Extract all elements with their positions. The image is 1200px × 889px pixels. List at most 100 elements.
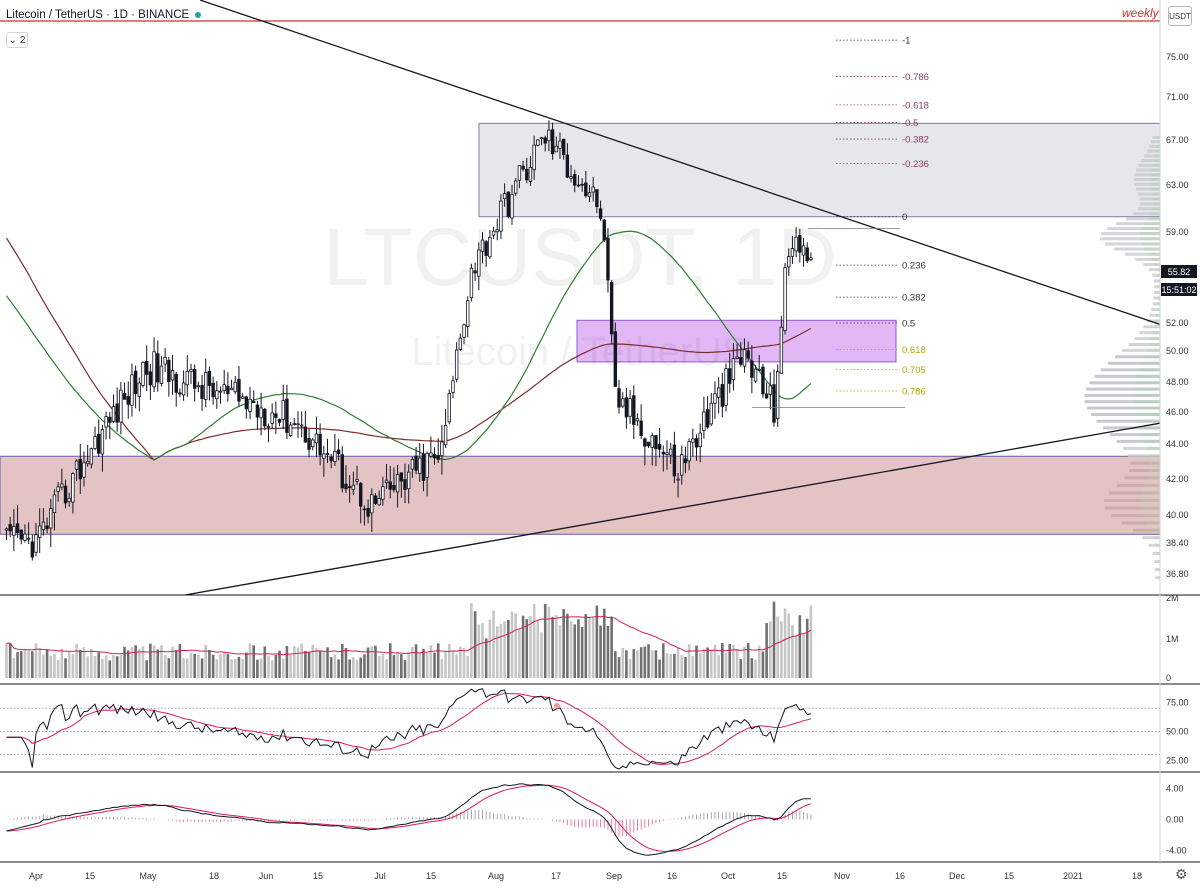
candle-body[interactable] bbox=[30, 541, 35, 558]
candle-body[interactable] bbox=[598, 208, 603, 219]
volume-bar[interactable] bbox=[403, 660, 407, 678]
candle-body[interactable] bbox=[152, 351, 156, 388]
volume-bar[interactable] bbox=[477, 624, 481, 678]
candle-body[interactable] bbox=[617, 388, 621, 408]
candle-body[interactable] bbox=[314, 433, 319, 444]
candle-body[interactable] bbox=[329, 456, 333, 462]
candle-body[interactable] bbox=[488, 237, 492, 258]
volume-bar[interactable] bbox=[547, 606, 551, 678]
volume-bar[interactable] bbox=[163, 655, 167, 678]
volume-bar[interactable] bbox=[473, 611, 477, 678]
candle-body[interactable] bbox=[436, 455, 440, 460]
candle-body[interactable] bbox=[156, 353, 160, 383]
volume-bar[interactable] bbox=[459, 646, 462, 678]
volume-bar[interactable] bbox=[278, 650, 281, 678]
candle-body[interactable] bbox=[26, 537, 31, 540]
volume-bar[interactable] bbox=[322, 650, 326, 678]
volume-bar[interactable] bbox=[337, 659, 340, 678]
volume-bar[interactable] bbox=[488, 619, 492, 678]
candle-body[interactable] bbox=[222, 384, 226, 392]
volume-bar[interactable] bbox=[525, 619, 529, 678]
volume-bar[interactable] bbox=[174, 650, 178, 678]
candle-body[interactable] bbox=[45, 525, 49, 530]
candle-body[interactable] bbox=[130, 374, 134, 406]
volume-bar[interactable] bbox=[772, 601, 776, 678]
volume-bar[interactable] bbox=[536, 619, 540, 678]
candle-body[interactable] bbox=[425, 452, 429, 478]
candle-body[interactable] bbox=[189, 369, 193, 372]
volume-bar[interactable] bbox=[440, 658, 444, 678]
volume-bar[interactable] bbox=[647, 644, 650, 678]
volume-bar[interactable] bbox=[12, 658, 16, 678]
candle-body[interactable] bbox=[4, 528, 9, 531]
volume-bar[interactable] bbox=[798, 615, 802, 678]
volume-bar[interactable] bbox=[304, 650, 307, 678]
candle-body[interactable] bbox=[580, 183, 584, 186]
volume-bar[interactable] bbox=[78, 649, 82, 678]
candle-body[interactable] bbox=[263, 408, 267, 427]
macd-line[interactable] bbox=[6, 783, 811, 856]
volume-bar[interactable] bbox=[104, 655, 108, 678]
volume-bar[interactable] bbox=[470, 603, 473, 678]
candle-body[interactable] bbox=[491, 230, 496, 236]
volume-bar[interactable] bbox=[757, 645, 761, 678]
candle-body[interactable] bbox=[192, 368, 197, 389]
candle-body[interactable] bbox=[370, 493, 374, 514]
volume-bar[interactable] bbox=[352, 657, 355, 678]
volume-bar[interactable] bbox=[628, 658, 632, 678]
volume-bar[interactable] bbox=[543, 603, 547, 678]
volume-bar[interactable] bbox=[145, 660, 148, 678]
volume-bar[interactable] bbox=[237, 656, 241, 678]
volume-bar[interactable] bbox=[429, 645, 433, 678]
volume-bar[interactable] bbox=[388, 643, 392, 678]
candle-body[interactable] bbox=[207, 370, 212, 386]
candle-body[interactable] bbox=[643, 438, 647, 447]
volume-bar[interactable] bbox=[370, 646, 374, 678]
time-axis[interactable]: Apr 15 May 18 Jun 15 Jul 15 Aug 17 Sep 16 Oct 15 Nov 16… bbox=[29, 871, 1142, 881]
volume-bar[interactable] bbox=[614, 651, 617, 678]
volume-bar[interactable] bbox=[499, 623, 503, 678]
candle-body[interactable] bbox=[185, 370, 189, 386]
candle-body[interactable] bbox=[318, 433, 322, 456]
candle-body[interactable] bbox=[115, 403, 119, 423]
candle-body[interactable] bbox=[292, 423, 296, 426]
volume-bar[interactable] bbox=[333, 654, 337, 678]
candle-body[interactable] bbox=[654, 435, 658, 450]
candle-body[interactable] bbox=[680, 454, 684, 476]
volume-bar[interactable] bbox=[481, 623, 484, 678]
candle-body[interactable] bbox=[606, 238, 610, 281]
volume-bar[interactable] bbox=[510, 611, 514, 678]
volume-bar[interactable] bbox=[484, 638, 488, 678]
candle-body[interactable] bbox=[240, 396, 245, 399]
volume-bar[interactable] bbox=[713, 644, 717, 678]
volume-bar[interactable] bbox=[222, 651, 226, 678]
candle-body[interactable] bbox=[779, 326, 784, 374]
volume-bar[interactable] bbox=[138, 648, 141, 678]
candle-body[interactable] bbox=[174, 373, 178, 393]
candle-body[interactable] bbox=[547, 129, 551, 142]
candle-body[interactable] bbox=[514, 180, 518, 194]
candle-body[interactable] bbox=[591, 186, 595, 193]
rsi-ma-line[interactable] bbox=[6, 692, 812, 765]
candle-body[interactable] bbox=[104, 416, 108, 428]
candle-body[interactable] bbox=[60, 483, 64, 488]
volume-bar[interactable] bbox=[433, 652, 436, 678]
volume-bar[interactable] bbox=[182, 657, 185, 678]
volume-bar[interactable] bbox=[211, 654, 215, 678]
volume-bar[interactable] bbox=[285, 646, 289, 678]
candle-body[interactable] bbox=[794, 236, 798, 252]
volume-bar[interactable] bbox=[60, 648, 64, 678]
candle-body[interactable] bbox=[595, 189, 599, 207]
candle-body[interactable] bbox=[539, 137, 544, 140]
candle-body[interactable] bbox=[473, 270, 477, 274]
volume-bar[interactable] bbox=[743, 646, 746, 678]
candle-body[interactable] bbox=[362, 508, 367, 511]
volume-bar[interactable] bbox=[802, 634, 805, 678]
volume-bar[interactable] bbox=[518, 628, 521, 678]
volume-bar[interactable] bbox=[134, 645, 137, 678]
volume-bar[interactable] bbox=[621, 647, 625, 678]
candle-body[interactable] bbox=[702, 411, 706, 431]
volume-bar[interactable] bbox=[344, 648, 348, 678]
volume-bar[interactable] bbox=[245, 652, 248, 678]
volume-bar[interactable] bbox=[86, 656, 89, 678]
